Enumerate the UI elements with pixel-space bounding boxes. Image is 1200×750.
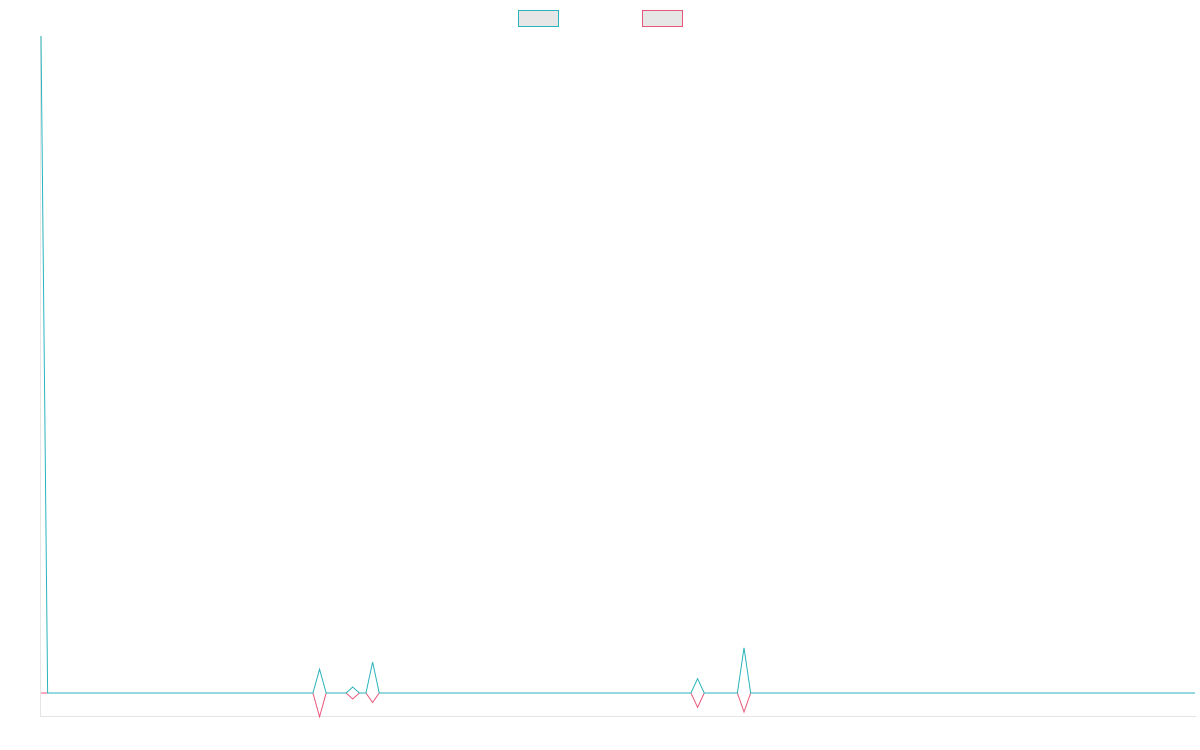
legend-swatch-2[interactable]: [642, 10, 683, 27]
series-line-2: [41, 692, 1195, 719]
chart-axes: [40, 36, 1196, 717]
series-line-1: [40, 35, 1195, 694]
series-layer: [40, 35, 1195, 719]
legend: [518, 10, 683, 27]
legend-swatch-1[interactable]: [518, 10, 559, 27]
